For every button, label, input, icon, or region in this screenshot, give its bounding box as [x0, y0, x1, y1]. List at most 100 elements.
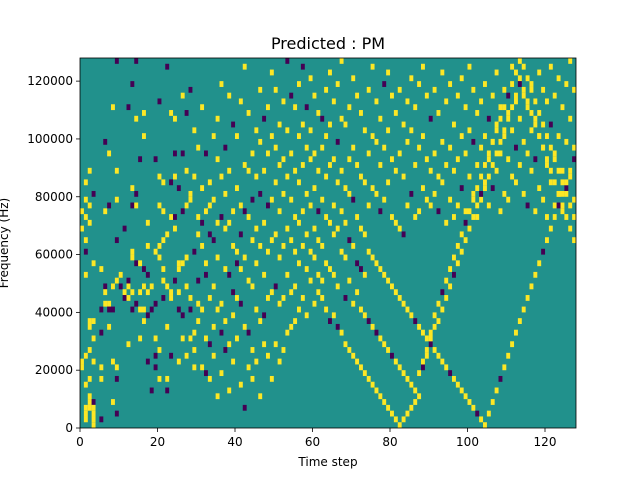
heatmap-cell-high — [351, 300, 356, 307]
heatmap-cell-high — [83, 352, 88, 359]
heatmap-cell-high — [541, 144, 546, 151]
heatmap-cell-low — [452, 271, 456, 278]
heatmap-cell-high — [114, 196, 119, 203]
heatmap-cell-high — [328, 162, 332, 168]
heatmap-cell-high — [235, 248, 239, 255]
heatmap-cell-high — [498, 104, 503, 111]
heatmap-cell-high — [510, 63, 515, 70]
heatmap-cell-high — [242, 254, 247, 261]
heatmap-cell-low — [223, 347, 228, 353]
heatmap-cell-high — [552, 156, 557, 163]
heatmap-cell-high — [308, 156, 313, 163]
heatmap-cell-high — [405, 98, 410, 105]
heatmap-cell-high — [479, 98, 484, 105]
heatmap-cell-high — [331, 98, 336, 105]
heatmap-cell-high — [359, 364, 363, 371]
heatmap-cell-high — [390, 156, 394, 163]
heatmap-cell-high — [483, 179, 487, 186]
heatmap-cell-high — [428, 335, 433, 342]
heatmap-cell-low — [219, 214, 224, 220]
heatmap-cell-low — [180, 208, 185, 215]
heatmap-cell-low — [335, 323, 340, 330]
heatmap-cell-low — [231, 289, 236, 296]
heatmap-cell-high — [370, 254, 375, 261]
heatmap-cell-high — [521, 86, 526, 93]
heatmap-cell-high — [421, 63, 425, 70]
heatmap-cell-high — [560, 104, 565, 111]
heatmap-cell-high — [300, 162, 305, 168]
heatmap-cell-high — [157, 347, 162, 353]
heatmap-cell-high — [312, 225, 317, 232]
heatmap-cell-high — [548, 144, 553, 151]
heatmap-cell-high — [269, 196, 274, 203]
heatmap-cell-high — [99, 375, 104, 382]
heatmap-cell-high — [173, 225, 177, 232]
heatmap-cell-high — [397, 150, 402, 157]
heatmap-cell-low — [149, 306, 154, 313]
heatmap-cell-high — [378, 393, 383, 400]
heatmap-cell-high — [285, 225, 290, 232]
heatmap-cell-high — [293, 318, 298, 324]
heatmap-cell-high — [483, 133, 487, 139]
heatmap-cell-high — [366, 150, 371, 157]
heatmap-cell-high — [328, 219, 332, 226]
heatmap-cell-high — [463, 104, 468, 111]
heatmap-cell-high — [328, 69, 332, 76]
heatmap-cell-high — [370, 63, 375, 70]
heatmap-cell-high — [560, 179, 565, 186]
heatmap-cell-high — [424, 156, 429, 163]
y-tick-label: 100000 — [27, 132, 73, 146]
heatmap-cell-high — [390, 214, 394, 220]
heatmap-cell-high — [339, 208, 344, 215]
heatmap-cell-high — [254, 260, 259, 267]
heatmap-cell-low — [114, 375, 119, 382]
heatmap-cell-high — [502, 133, 507, 139]
y-axis-label: Frequency (Hz) — [0, 198, 11, 289]
heatmap-cell-high — [316, 289, 321, 296]
heatmap-cell-high — [498, 150, 503, 157]
heatmap-cell-high — [397, 86, 402, 93]
heatmap-cell-high — [572, 214, 577, 220]
heatmap-cell-high — [328, 266, 332, 272]
heatmap-cell-high — [529, 127, 534, 134]
heatmap-cell-high — [285, 173, 290, 180]
heatmap-cell-high — [223, 225, 228, 232]
heatmap-cell-low — [479, 190, 484, 197]
heatmap-cell-low — [285, 58, 290, 64]
heatmap-cell-low — [165, 387, 170, 394]
heatmap-cell-high — [289, 237, 294, 244]
heatmap-cell-low — [498, 375, 503, 382]
heatmap-cell-low — [184, 110, 189, 116]
heatmap-cell-low — [378, 208, 383, 215]
heatmap-cell-high — [386, 347, 391, 353]
heatmap-cell-low — [320, 115, 325, 122]
heatmap-cell-high — [510, 341, 515, 348]
heatmap-cell-high — [556, 133, 561, 139]
heatmap-cell-high — [184, 167, 189, 174]
heatmap-cell-high — [405, 306, 410, 313]
heatmap-cell-high — [351, 243, 356, 249]
heatmap-cell-high — [463, 237, 468, 244]
heatmap-cell-high — [432, 150, 437, 157]
heatmap-cell-high — [114, 364, 119, 371]
heatmap-cell-high — [297, 260, 301, 267]
heatmap-cell-low — [246, 329, 251, 336]
heatmap-cell-high — [281, 98, 286, 105]
heatmap-cell-high — [467, 127, 472, 134]
heatmap-cell-high — [432, 312, 437, 319]
heatmap-cell-high — [211, 352, 216, 359]
heatmap-cell-high — [467, 63, 472, 70]
heatmap-cell-high — [448, 196, 453, 203]
heatmap-cell-high — [413, 214, 418, 220]
heatmap-cell-low — [180, 312, 185, 319]
heatmap-cell-low — [366, 318, 371, 324]
heatmap-cell-high — [463, 150, 468, 157]
heatmap-cell-high — [521, 306, 526, 313]
heatmap-cell-high — [176, 358, 181, 365]
heatmap-cell-high — [444, 364, 449, 371]
heatmap-cell-high — [227, 92, 232, 99]
y-tick-label: 0 — [65, 421, 73, 435]
heatmap-cell-high — [514, 98, 518, 105]
heatmap-cell-high — [281, 156, 286, 163]
